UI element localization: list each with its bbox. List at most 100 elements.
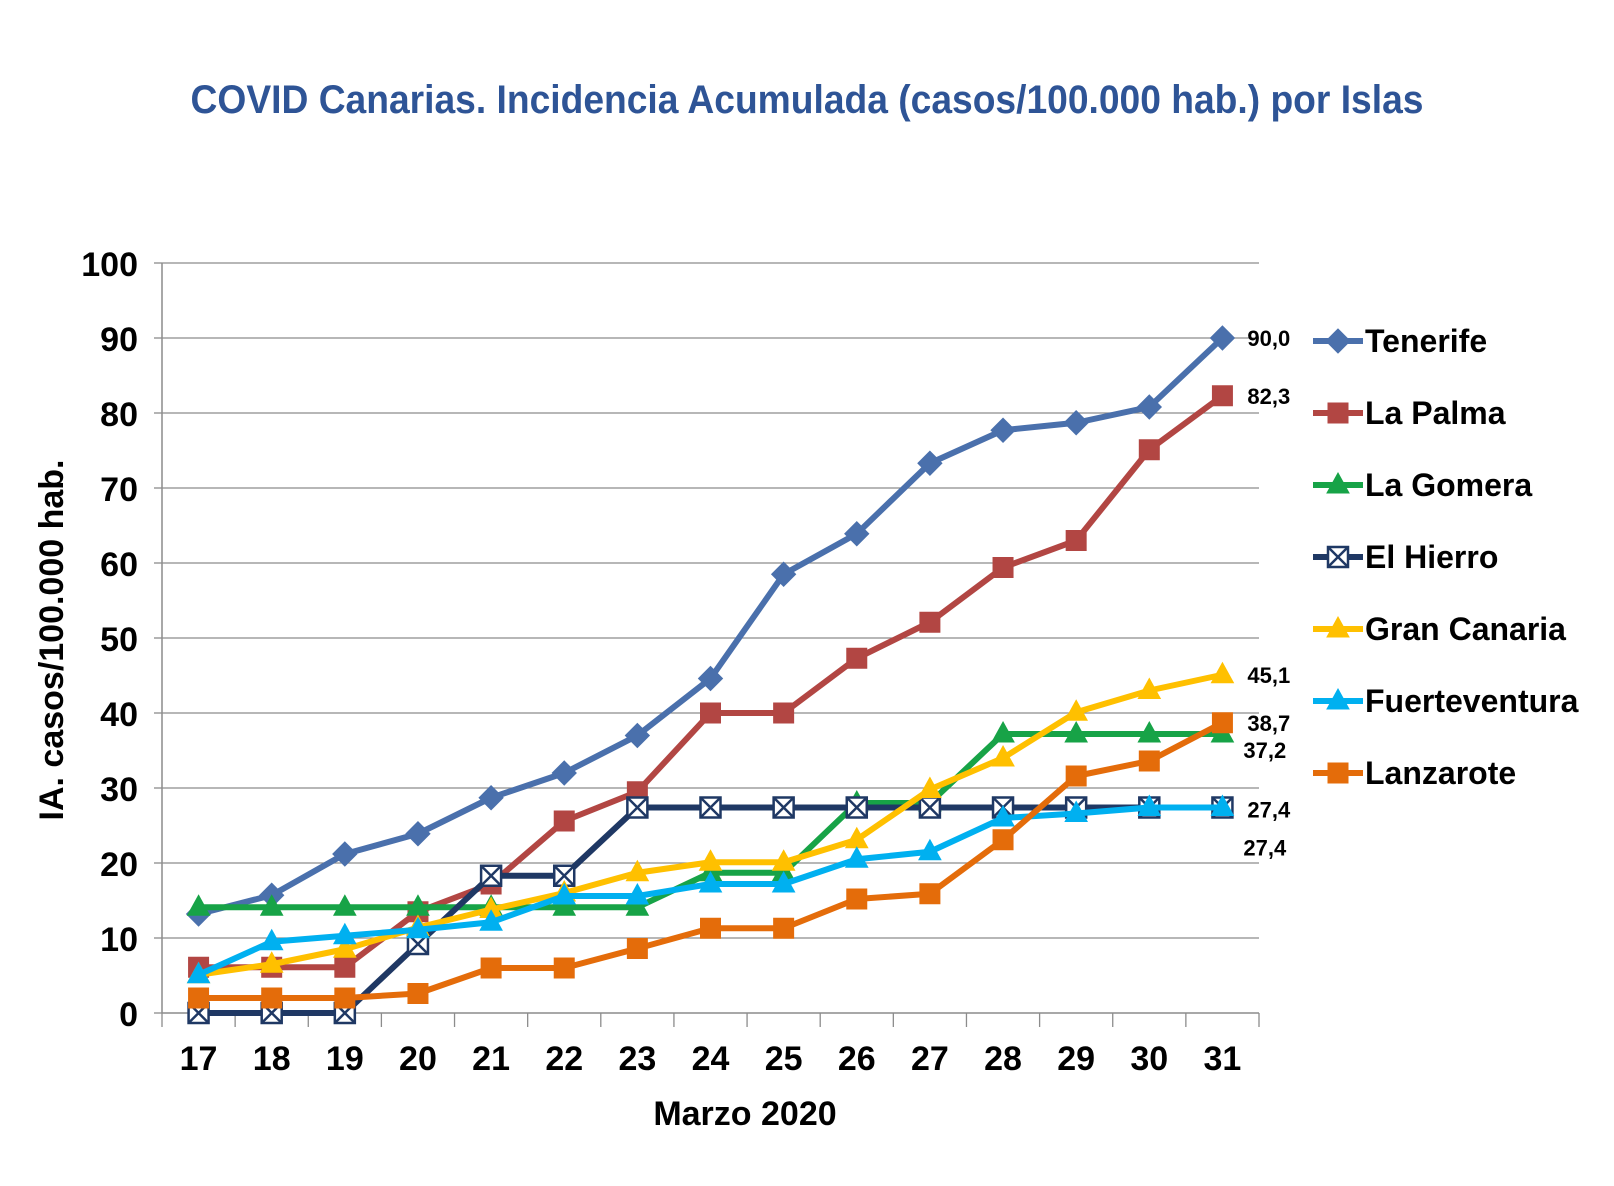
triangle-marker (991, 720, 1015, 743)
x-tick-label: 22 (545, 1040, 583, 1078)
square-marker (553, 957, 575, 979)
legend-item: Lanzarote (1313, 755, 1516, 791)
data-label: 90,0 (1247, 326, 1290, 351)
square-marker (1138, 750, 1160, 772)
x-tick-label: 20 (399, 1040, 437, 1078)
square-marker (846, 888, 868, 910)
square-marker (992, 557, 1014, 578)
x-tick-label: 29 (1057, 1040, 1095, 1078)
triangle-marker (259, 951, 284, 973)
triangle-marker (1064, 800, 1089, 822)
triangle-marker (991, 804, 1015, 827)
legend-label: La Palma (1365, 395, 1506, 431)
triangle-marker (259, 928, 284, 951)
diamond-marker (332, 841, 358, 867)
series-lines (185, 325, 1236, 1025)
legend-item: Gran Canaria (1313, 611, 1566, 647)
x-tick-label: 28 (984, 1040, 1022, 1078)
x-tick-label: 17 (180, 1040, 218, 1078)
triangle-marker (332, 936, 357, 958)
data-label: 27,4 (1243, 836, 1287, 861)
data-label: 45,1 (1247, 663, 1290, 688)
x-tick-label: 23 (618, 1040, 656, 1078)
y-tick-label: 100 (81, 246, 138, 284)
diamond-marker (1209, 325, 1236, 351)
triangle-marker (918, 776, 942, 798)
legend: Tenerife La Palma La Gomera El Hierro Gran C… (1313, 323, 1579, 791)
triangle-marker (1137, 794, 1162, 816)
legend-item: El Hierro (1313, 539, 1498, 575)
square-marker (626, 938, 648, 959)
legend-label: Gran Canaria (1365, 611, 1566, 647)
data-label: 37,2 (1243, 738, 1286, 763)
diamond-marker (405, 821, 431, 847)
x-box-marker-stroke (772, 796, 795, 819)
y-axis-title: IA. casos/100.000 hab. (33, 460, 71, 821)
square-marker (1211, 385, 1233, 407)
x-box-marker-stroke (1327, 546, 1349, 568)
triangle-marker (406, 916, 430, 939)
x-tick-label: 26 (838, 1040, 876, 1078)
x-tick-label: 18 (253, 1040, 291, 1078)
triangle-marker (1326, 687, 1350, 710)
triangle-marker (332, 922, 357, 945)
diamond-marker (1063, 410, 1089, 436)
diamond-marker (697, 665, 724, 692)
legend-item: La Palma (1313, 395, 1506, 431)
triangle-marker (259, 894, 284, 916)
series-tenerife (185, 325, 1236, 927)
triangle-marker (186, 961, 211, 984)
data-label: 82,3 (1247, 384, 1290, 409)
square-marker (919, 611, 941, 633)
x-box-marker-stroke (553, 864, 576, 887)
square-marker (334, 956, 356, 978)
diamond-marker (1136, 394, 1163, 420)
legend-label: El Hierro (1365, 539, 1498, 575)
triangle-marker (698, 870, 723, 893)
y-tick-label: 10 (100, 921, 138, 959)
triangle-marker (1326, 615, 1350, 638)
square-marker (1065, 765, 1087, 787)
x-tick-label: 27 (911, 1040, 949, 1078)
square-marker (334, 987, 356, 1009)
x-tick-label: 19 (326, 1040, 364, 1078)
y-tick-label: 40 (100, 696, 138, 734)
data-label: 38,7 (1247, 711, 1290, 736)
triangle-marker (1064, 720, 1089, 743)
y-tick-label: 60 (100, 546, 138, 584)
triangle-marker (771, 849, 796, 871)
square-marker (1327, 402, 1349, 424)
square-marker (261, 987, 283, 1009)
triangle-marker (332, 894, 357, 916)
triangle-marker (479, 909, 503, 931)
triangle-marker (625, 894, 650, 916)
triangle-marker (552, 882, 577, 905)
data-labels: 90,0 82,3 37,2 27,4 45,1 27,4 38,7 (1243, 326, 1291, 861)
x-box-marker-stroke (699, 796, 722, 819)
legend-item: Tenerife (1313, 323, 1487, 359)
axes: 0 10 20 30 40 50 60 70 80 90 100 17 18 19 20 21 22 23 24 25… (81, 246, 1260, 1078)
square-marker (1138, 439, 1160, 461)
y-tick-label: 0 (119, 996, 138, 1034)
triangle-marker (844, 846, 869, 868)
x-tick-label: 21 (472, 1040, 510, 1078)
triangle-marker (1210, 661, 1235, 684)
square-marker (1327, 762, 1349, 784)
diamond-marker (844, 521, 870, 547)
x-box-marker-stroke (845, 796, 868, 819)
triangle-marker (698, 849, 723, 871)
legend-item: Fuerteventura (1313, 683, 1579, 719)
legend-label: Tenerife (1365, 323, 1487, 359)
triangle-marker (1210, 794, 1235, 816)
square-marker (773, 702, 795, 724)
square-marker (188, 987, 210, 1009)
triangle-marker (625, 859, 650, 882)
x-tick-label: 25 (765, 1040, 803, 1078)
x-tick-label: 30 (1130, 1040, 1168, 1078)
square-marker (700, 917, 721, 939)
legend-label: La Gomera (1365, 467, 1532, 503)
y-tick-label: 90 (100, 321, 138, 359)
square-marker (1065, 530, 1087, 551)
diamond-marker (478, 785, 504, 811)
